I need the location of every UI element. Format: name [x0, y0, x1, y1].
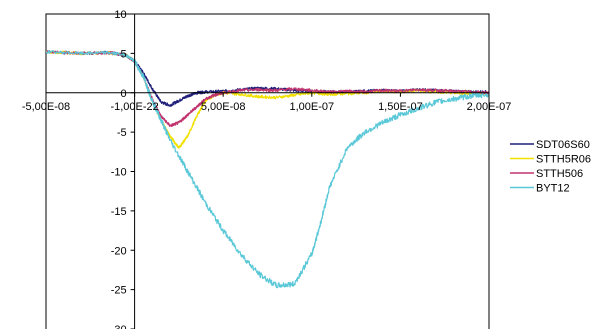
y-tick-label: 0 — [120, 88, 126, 100]
legend-label-stth5r06: STTH5R06 — [536, 154, 591, 166]
y-tick-label: 5 — [120, 48, 126, 60]
y-tick-label: -20 — [111, 245, 127, 257]
legend-label-byt12: BYT12 — [536, 183, 570, 195]
plot-area — [45, 13, 490, 329]
y-tick-label: -30 — [111, 324, 127, 329]
x-tick-label: 2,00E-07 — [467, 101, 512, 113]
series-line-byt12 — [46, 50, 489, 289]
y-tick-label: -25 — [111, 285, 127, 297]
legend-label-stth506: STTH506 — [536, 168, 583, 180]
x-tick-label: -5,00E-08 — [22, 101, 70, 113]
x-tick-label: 5,00E-08 — [201, 101, 246, 113]
y-tick-label: 10 — [114, 9, 126, 21]
x-tick-label: 1,00E-07 — [289, 101, 334, 113]
plot-border — [45, 13, 490, 329]
legend: SDT06S60 STTH5R06 STTH506 BYT12 — [510, 139, 591, 195]
axes-layer: 10 5 0 -5 -10 -15 -20 -25 -30 -5,00E-08 -1,00E-22 5… — [22, 9, 511, 329]
legend-label-sdt06s60: SDT06S60 — [536, 139, 590, 151]
x-tick-label: -1,00E-22 — [110, 101, 158, 113]
y-tick-label: -10 — [111, 167, 127, 179]
y-tick-label: -5 — [117, 127, 127, 139]
x-tick-label: 1,50E-07 — [378, 101, 423, 113]
y-tick-label: -15 — [111, 206, 127, 218]
